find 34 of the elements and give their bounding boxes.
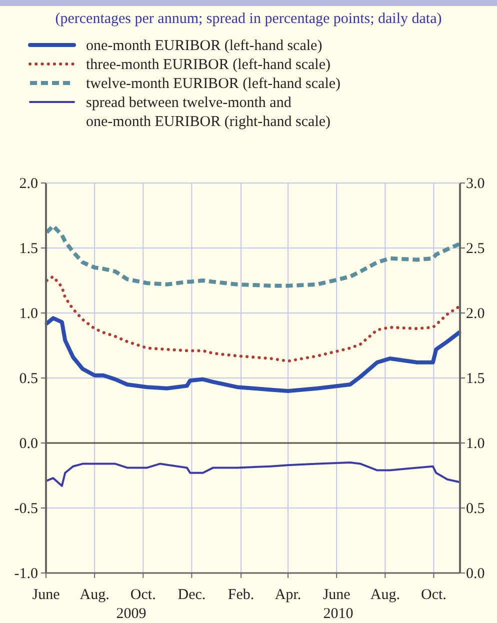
y2-tick-label: 0.5 [466, 501, 485, 517]
line-series [44, 224, 462, 288]
line-series [44, 316, 462, 393]
y-tick-label: 0.5 [19, 371, 38, 387]
y2-tick-label: 1.0 [466, 436, 485, 452]
y2-tick-label: 2.5 [466, 241, 485, 257]
y-tick-label: 0.0 [19, 436, 38, 452]
y-tick-label: 1.0 [19, 306, 38, 322]
legend-label: twelve-month EURIBOR (left-hand scale) [86, 76, 341, 92]
y2-tick-label: 1.5 [466, 371, 485, 387]
text: 2010 [323, 606, 354, 622]
x-tick-label: Oct. [130, 587, 156, 603]
x-tick-label: Apr. [274, 587, 302, 603]
y-tick-label: -1.0 [14, 566, 38, 582]
x-tick-label: June [32, 587, 60, 603]
x-tick-label: Dec. [178, 587, 206, 603]
x-tick-label: Feb. [228, 587, 254, 603]
line-series [45, 275, 461, 363]
y-tick-label: 2.0 [19, 176, 38, 192]
line-series [46, 462, 460, 487]
legend-label: spread between twelve-month and one-month EURIBOR (right-hand scale) [86, 95, 331, 130]
x-tick-label: June [322, 587, 351, 603]
chart-title: (percentages per annum; spread in percentage points; daily data) [55, 11, 442, 27]
x-tick-label: Aug. [80, 587, 110, 603]
y2-tick-label: 0.0 [466, 566, 485, 582]
x-tick-label: Oct. [421, 587, 446, 603]
x-tick-label: Aug. [370, 587, 400, 603]
y-tick-label: -0.5 [14, 501, 38, 517]
text: 2009 [116, 606, 146, 622]
y-tick-label: 1.5 [19, 241, 38, 257]
y2-tick-label: 2.0 [466, 306, 485, 322]
y2-tick-label: 3.0 [466, 176, 485, 192]
legend-label: three-month EURIBOR (left-hand scale) [86, 57, 331, 73]
legend-label: one-month EURIBOR (left-hand scale) [86, 38, 322, 54]
